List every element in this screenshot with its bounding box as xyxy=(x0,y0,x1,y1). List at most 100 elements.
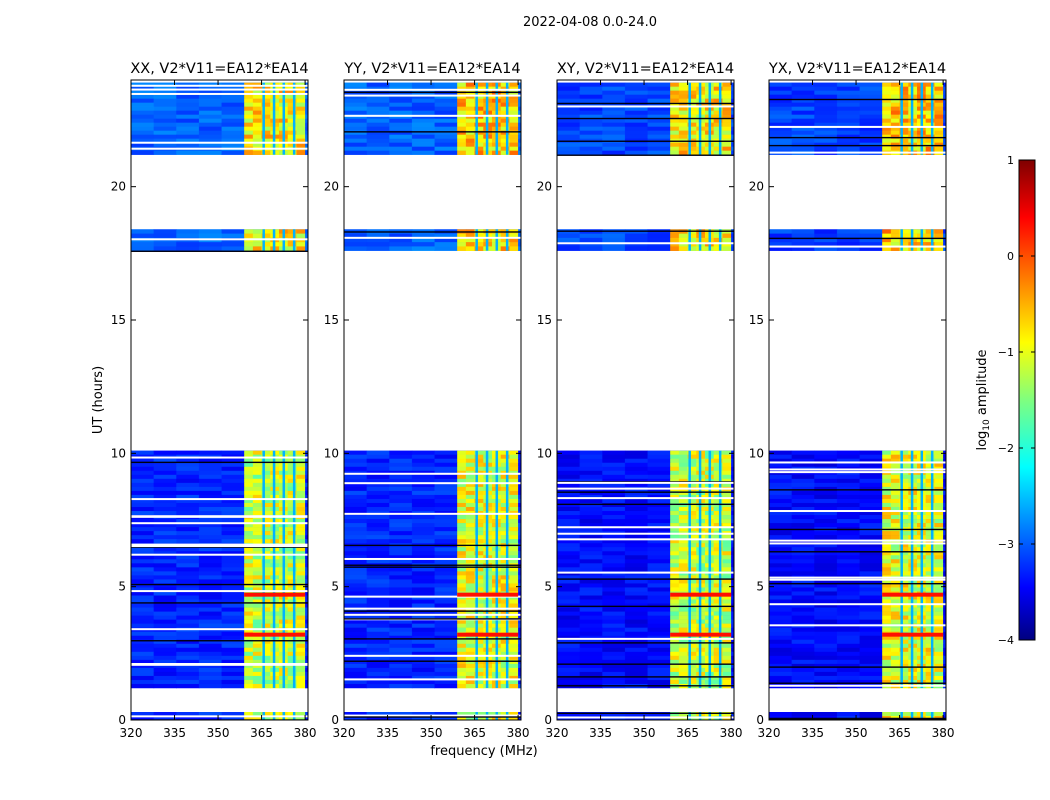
cell xyxy=(252,494,263,500)
cell xyxy=(557,490,581,496)
y-tick-label: 15 xyxy=(324,313,339,327)
cell xyxy=(882,502,892,508)
cell xyxy=(153,563,177,568)
cell xyxy=(305,647,308,653)
cell xyxy=(713,547,723,552)
cell xyxy=(925,555,935,560)
cell xyxy=(624,655,649,661)
flag-line xyxy=(344,512,521,515)
channel-stripe xyxy=(505,229,509,251)
flag-line xyxy=(344,714,521,717)
cell xyxy=(457,667,467,673)
cell xyxy=(411,623,436,628)
cell xyxy=(457,122,467,127)
cell xyxy=(305,679,308,685)
cell xyxy=(366,106,390,111)
cell xyxy=(244,462,254,468)
cell xyxy=(366,607,390,612)
cell xyxy=(221,246,245,251)
cell xyxy=(670,246,680,251)
cell xyxy=(221,122,245,127)
cell xyxy=(221,571,245,576)
cell xyxy=(500,559,510,564)
cell xyxy=(836,659,861,665)
cell xyxy=(579,494,603,500)
flag-line xyxy=(769,542,946,545)
cell xyxy=(687,474,697,480)
cell xyxy=(296,667,306,673)
cell xyxy=(457,482,467,488)
flag-line xyxy=(344,88,521,91)
cell xyxy=(836,631,861,637)
cell xyxy=(198,535,223,540)
cell xyxy=(252,90,263,95)
cell xyxy=(465,454,476,460)
cell xyxy=(602,679,626,685)
colorbar: 10−1−2−3−4 log10 amplitude xyxy=(975,154,1036,647)
cell xyxy=(287,233,297,239)
cell xyxy=(836,712,861,717)
cell xyxy=(457,643,467,649)
cell xyxy=(943,486,946,492)
y-tick-label: 0 xyxy=(118,713,126,727)
cell xyxy=(500,575,510,580)
cell xyxy=(602,98,626,103)
cell xyxy=(305,615,308,620)
cell xyxy=(836,233,861,239)
cell xyxy=(624,627,649,632)
cell xyxy=(557,527,581,532)
cell xyxy=(670,635,680,641)
flag-line xyxy=(557,538,734,541)
cell xyxy=(943,122,946,127)
cell xyxy=(518,134,521,139)
cell xyxy=(296,643,306,649)
cell xyxy=(934,142,944,147)
cell xyxy=(624,519,649,524)
cell xyxy=(731,106,734,111)
cell xyxy=(500,146,510,151)
cell xyxy=(131,547,155,552)
cell xyxy=(411,599,436,604)
cell xyxy=(252,539,263,544)
cell xyxy=(769,237,793,243)
cell xyxy=(252,130,263,135)
cell xyxy=(434,134,458,139)
cell xyxy=(305,494,308,500)
cell xyxy=(647,667,671,673)
cell xyxy=(509,130,519,135)
cell xyxy=(943,671,946,677)
cell xyxy=(890,118,901,123)
cell xyxy=(474,498,484,504)
cell xyxy=(434,579,458,584)
cell xyxy=(153,559,177,564)
cell xyxy=(434,478,458,484)
cell xyxy=(411,482,436,488)
cell xyxy=(366,627,390,632)
cell xyxy=(434,627,458,632)
cell xyxy=(814,118,838,123)
cell xyxy=(366,98,390,103)
cell xyxy=(859,667,883,673)
cell xyxy=(518,146,521,151)
cell xyxy=(925,237,935,243)
cell xyxy=(465,667,476,673)
cell xyxy=(131,671,155,677)
cell xyxy=(713,643,723,649)
cell xyxy=(389,130,413,135)
cell xyxy=(474,134,484,139)
cell xyxy=(882,519,892,524)
cell xyxy=(434,667,458,673)
cell xyxy=(814,579,838,584)
cell xyxy=(647,655,671,661)
cell xyxy=(925,502,935,508)
cell xyxy=(296,130,306,135)
cell xyxy=(176,619,200,624)
cell xyxy=(305,583,308,588)
cell xyxy=(287,559,297,564)
cell xyxy=(131,126,155,131)
cell xyxy=(814,535,838,540)
cell xyxy=(344,82,368,87)
cell xyxy=(457,246,467,251)
cell xyxy=(153,639,177,645)
